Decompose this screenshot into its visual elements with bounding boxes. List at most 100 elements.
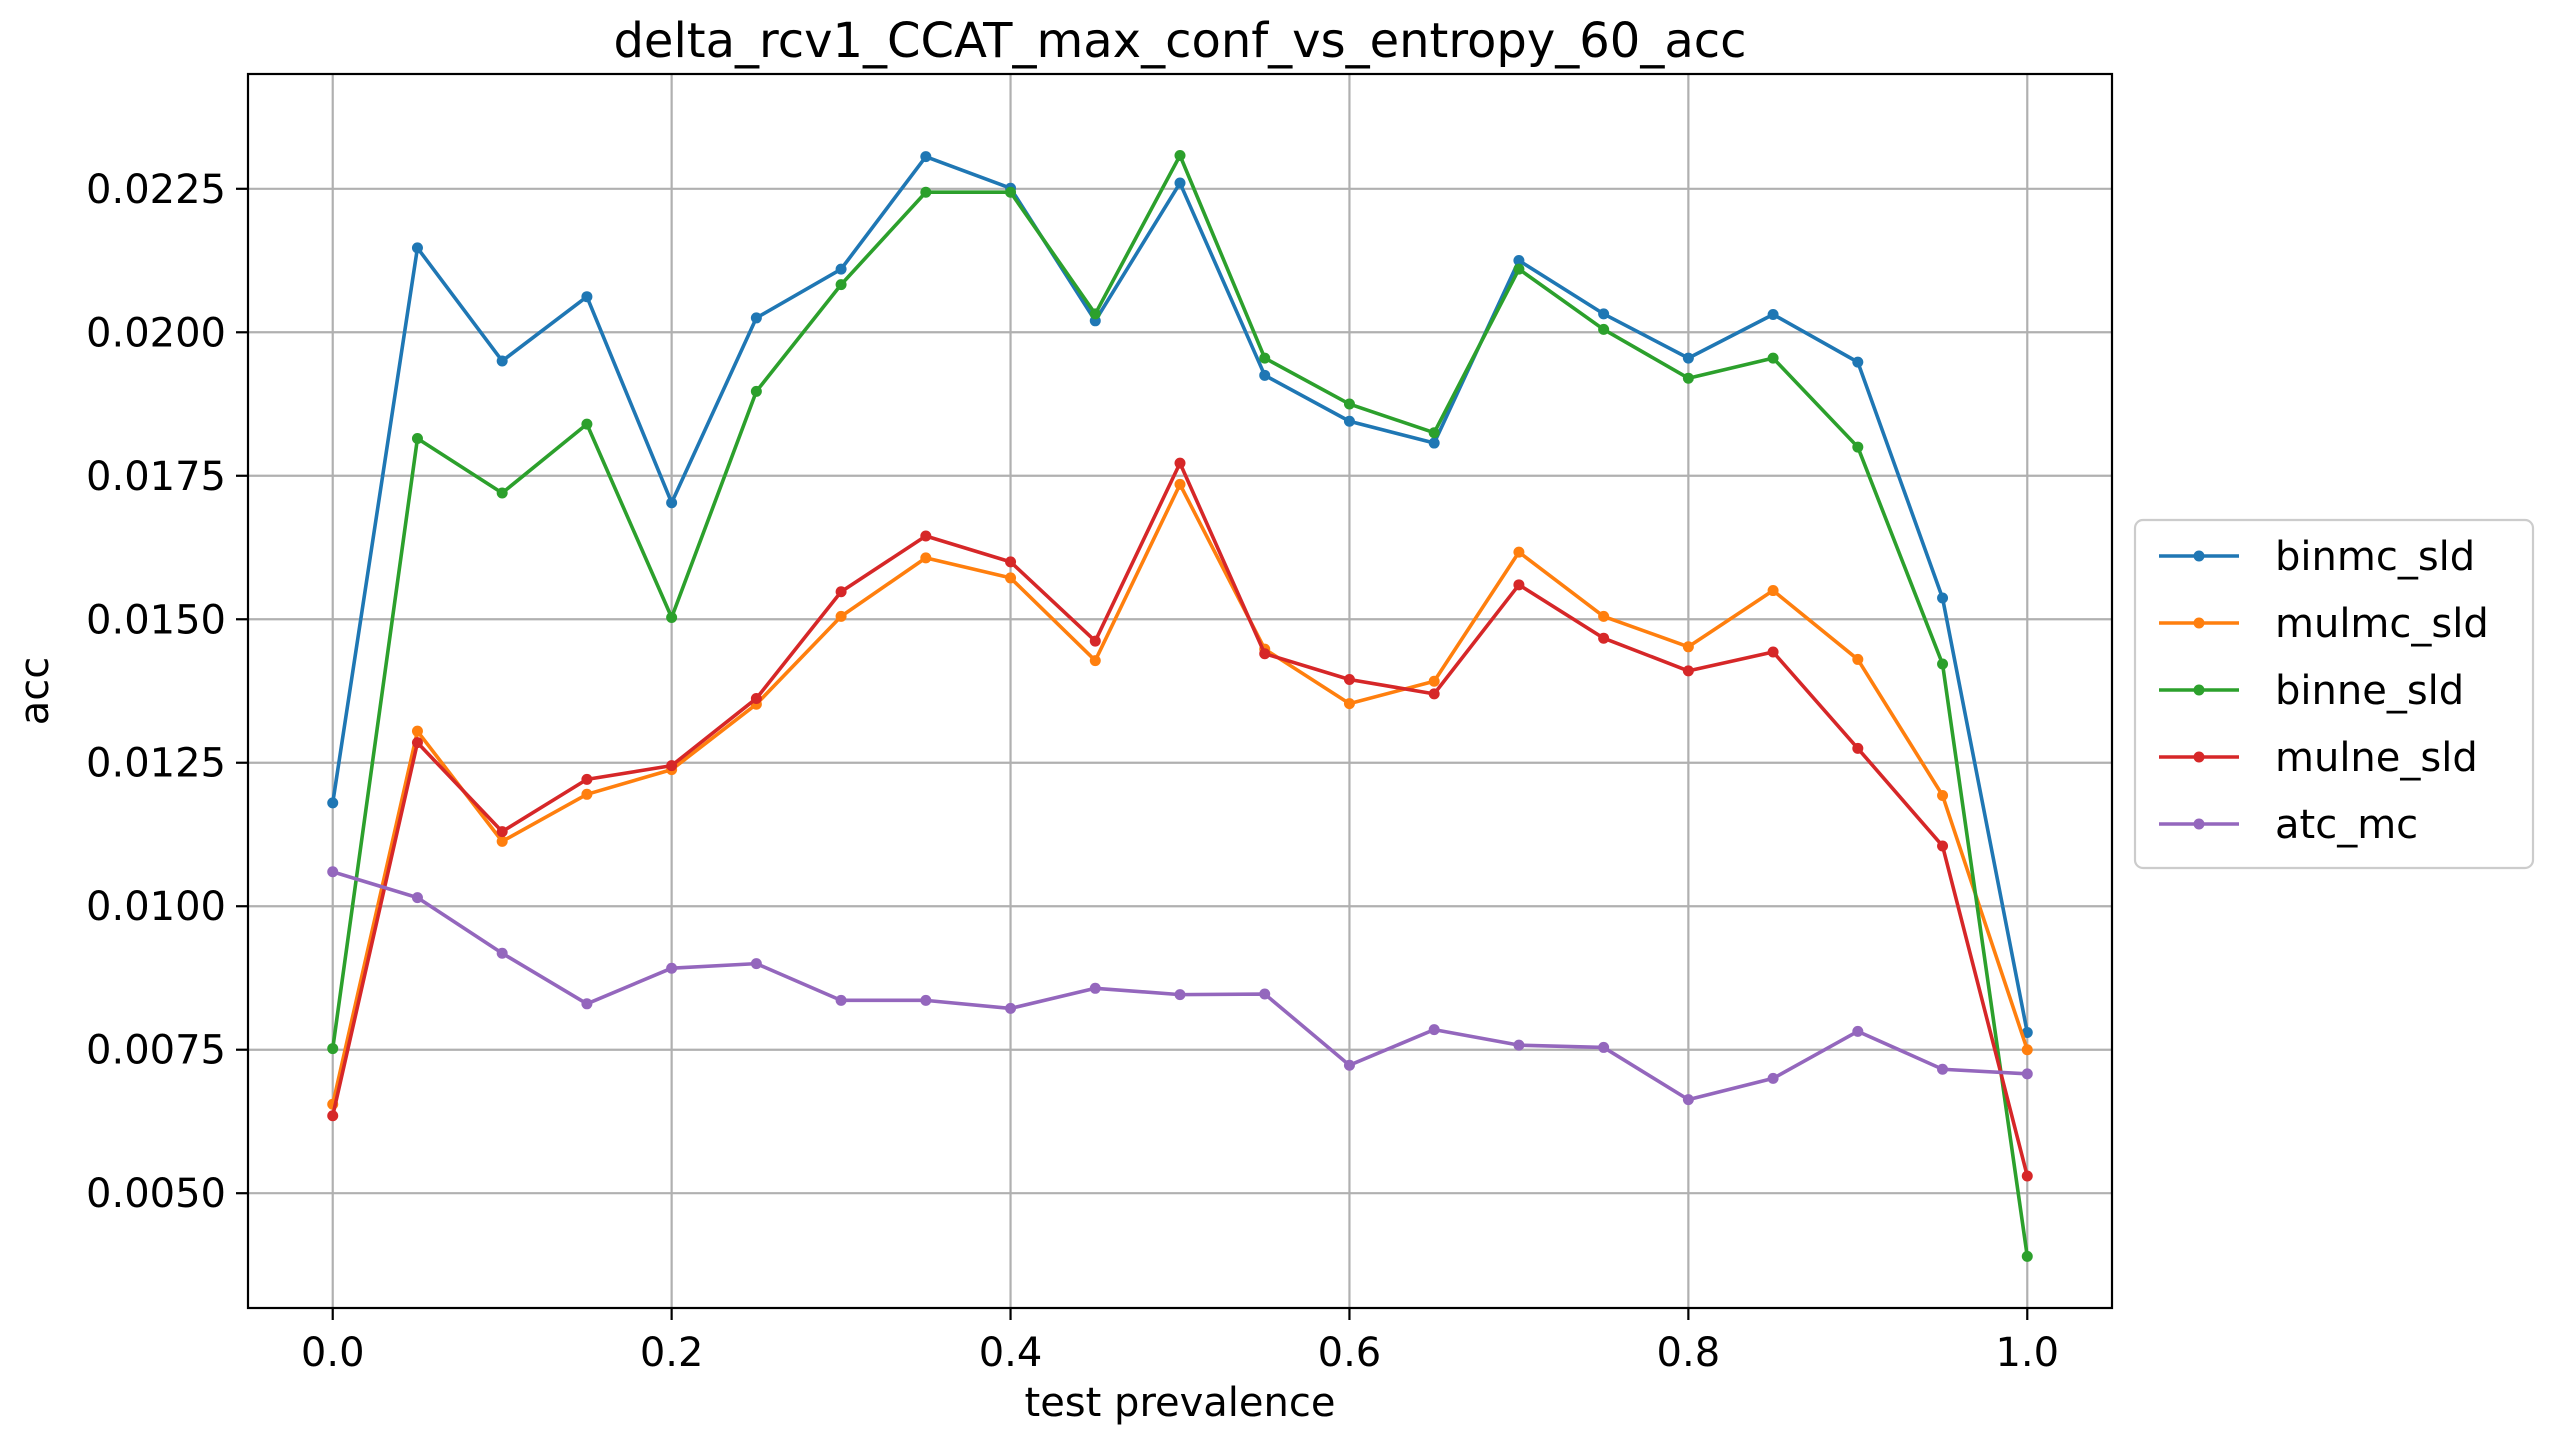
data-point-binne_sld xyxy=(1513,263,1525,275)
legend-label-binmc_sld: binmc_sld xyxy=(2275,534,2475,580)
data-point-mulne_sld xyxy=(411,737,423,749)
data-point-atc_mc xyxy=(1767,1072,1779,1084)
data-point-binne_sld xyxy=(1852,441,1864,453)
data-point-mulmc_sld xyxy=(1174,478,1186,490)
data-point-binmc_sld xyxy=(920,151,932,163)
data-point-atc_mc xyxy=(411,892,423,904)
data-point-atc_mc xyxy=(2021,1068,2033,1080)
y-tick-label: 0.0225 xyxy=(86,167,226,213)
legend-marker-mulne_sld xyxy=(2193,751,2205,763)
data-point-atc_mc xyxy=(1937,1063,1949,1075)
data-point-mulmc_sld xyxy=(1005,572,1017,584)
series-line-mulne_sld xyxy=(330,461,2030,1179)
data-point-binmc_sld xyxy=(1428,437,1440,449)
data-point-mulne_sld xyxy=(496,826,508,838)
data-point-mulne_sld xyxy=(1428,688,1440,700)
data-point-mulmc_sld xyxy=(1767,585,1779,597)
x-tick-label: 0.8 xyxy=(1657,1330,1721,1376)
data-point-atc_mc xyxy=(1513,1039,1525,1051)
legend-marker-mulmc_sld xyxy=(2193,617,2205,629)
data-point-mulne_sld xyxy=(1767,646,1779,658)
legend: binmc_sld mulmc_sld binne_sld mulne_sld atc_… xyxy=(2133,518,2535,870)
data-point-atc_mc xyxy=(327,866,339,878)
data-point-atc_mc xyxy=(1428,1024,1440,1036)
data-point-binmc_sld xyxy=(327,797,339,809)
data-point-mulmc_sld xyxy=(1682,641,1694,653)
data-point-binne_sld xyxy=(1598,323,1610,335)
data-point-binmc_sld xyxy=(581,291,593,303)
data-point-mulne_sld xyxy=(1005,556,1017,568)
data-point-atc_mc xyxy=(1174,989,1186,1001)
data-point-binne_sld xyxy=(1343,398,1355,410)
chart-title: delta_rcv1_CCAT_max_conf_vs_entropy_60_a… xyxy=(613,13,1746,69)
data-point-mulne_sld xyxy=(1089,635,1101,647)
data-point-atc_mc xyxy=(835,994,847,1006)
data-point-mulne_sld xyxy=(750,692,762,704)
data-point-mulmc_sld xyxy=(1343,698,1355,710)
data-point-mulne_sld xyxy=(2021,1170,2033,1182)
data-point-binmc_sld xyxy=(750,312,762,324)
legend-box xyxy=(2133,518,2535,870)
data-point-binmc_sld xyxy=(835,263,847,275)
data-point-atc_mc xyxy=(666,962,678,974)
legend-label-atc_mc: atc_mc xyxy=(2275,802,2418,848)
data-point-mulne_sld xyxy=(1852,742,1864,754)
y-tick-label: 0.0200 xyxy=(86,310,226,356)
y-tick-label: 0.0175 xyxy=(86,454,226,500)
data-point-mulne_sld xyxy=(1937,840,1949,852)
data-point-mulmc_sld xyxy=(1937,789,1949,801)
data-point-binne_sld xyxy=(835,279,847,291)
series-line-binne_sld xyxy=(330,153,2030,1259)
y-axis-label: acc xyxy=(12,657,58,726)
y-tick-label: 0.0050 xyxy=(86,1171,226,1217)
data-point-mulmc_sld xyxy=(1089,655,1101,667)
data-point-binne_sld xyxy=(1428,427,1440,439)
data-point-binmc_sld xyxy=(496,355,508,367)
legend-marker-binne_sld xyxy=(2193,684,2205,696)
data-point-mulmc_sld xyxy=(920,552,932,564)
data-point-binmc_sld xyxy=(1174,177,1186,189)
data-point-mulne_sld xyxy=(1259,648,1271,660)
legend-marker-binmc_sld xyxy=(2193,550,2205,562)
data-point-mulne_sld xyxy=(1513,579,1525,591)
data-point-binne_sld xyxy=(920,186,932,198)
data-point-binmc_sld xyxy=(1852,356,1864,368)
data-point-mulmc_sld xyxy=(411,725,423,737)
data-point-binne_sld xyxy=(1259,352,1271,364)
data-point-mulmc_sld xyxy=(1598,610,1610,622)
axis-ticks: 0.0 0.2 0.4 0.6 0.8 1.0 0.0050 0.0075 0.0100 0.01… xyxy=(86,167,2059,1376)
legend-label-mulmc_sld: mulmc_sld xyxy=(2275,601,2489,647)
data-point-binne_sld xyxy=(1005,186,1017,198)
data-point-mulmc_sld xyxy=(1428,675,1440,687)
legend-label-mulne_sld: mulne_sld xyxy=(2275,735,2478,781)
data-point-binmc_sld xyxy=(1598,308,1610,320)
data-point-binmc_sld xyxy=(1937,592,1949,604)
data-point-atc_mc xyxy=(1598,1041,1610,1053)
data-point-atc_mc xyxy=(920,994,932,1006)
data-point-mulmc_sld xyxy=(1852,653,1864,665)
data-point-mulmc_sld xyxy=(835,610,847,622)
data-point-binne_sld xyxy=(1937,658,1949,670)
data-point-mulne_sld xyxy=(327,1110,339,1122)
data-point-mulne_sld xyxy=(581,773,593,785)
data-point-mulmc_sld xyxy=(496,835,508,847)
data-point-binne_sld xyxy=(496,487,508,499)
plot-area-frame xyxy=(246,72,2114,1310)
data-point-atc_mc xyxy=(1682,1094,1694,1106)
data-point-mulmc_sld xyxy=(1513,546,1525,558)
x-tick-label: 0.0 xyxy=(301,1330,365,1376)
data-point-binne_sld xyxy=(1682,372,1694,384)
data-point-atc_mc xyxy=(496,947,508,959)
data-point-atc_mc xyxy=(750,958,762,970)
data-point-atc_mc xyxy=(581,998,593,1010)
legend-marker-atc_mc xyxy=(2193,818,2205,830)
data-point-binmc_sld xyxy=(1259,369,1271,381)
data-point-binne_sld xyxy=(1174,150,1186,162)
data-point-binmc_sld xyxy=(666,497,678,509)
data-point-binne_sld xyxy=(327,1043,339,1055)
data-point-mulne_sld xyxy=(1343,674,1355,686)
legend-label-binne_sld: binne_sld xyxy=(2275,668,2464,714)
series-lines xyxy=(327,150,2033,1262)
